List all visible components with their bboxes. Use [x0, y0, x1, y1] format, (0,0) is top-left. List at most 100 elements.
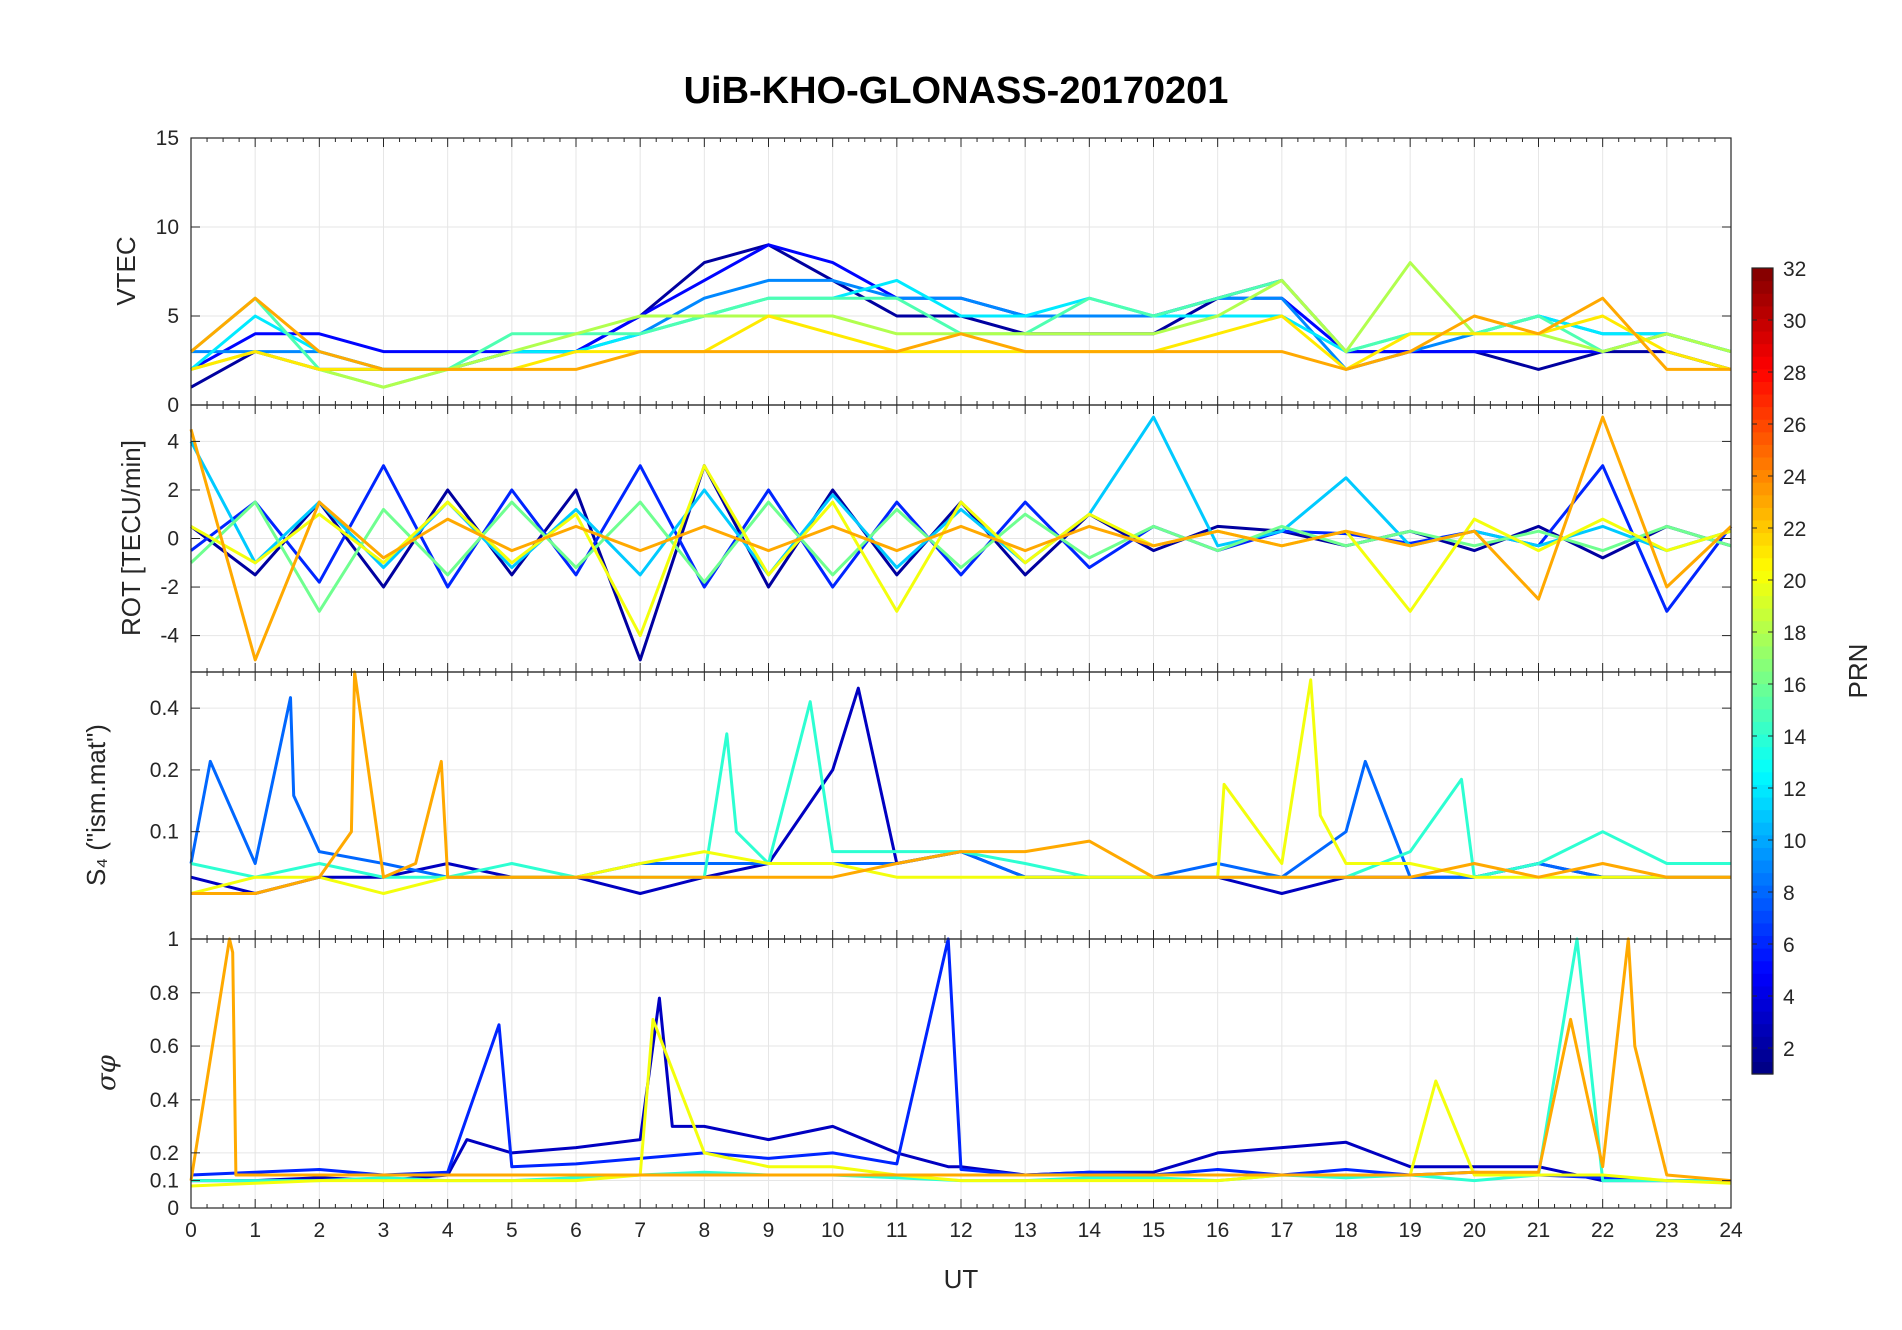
colorbar-tick-label: 24 [1783, 466, 1807, 489]
colorbar-band [1752, 771, 1773, 785]
colorbar-band [1752, 885, 1773, 899]
x-tick-label: 21 [1527, 1219, 1550, 1242]
panel-rot-ylabel: ROT [TECU/min] [116, 440, 146, 636]
colorbar-tick-label: 14 [1783, 726, 1807, 749]
colorbar-band [1752, 293, 1773, 307]
y-tick-label: 0.2 [150, 759, 179, 782]
x-tick-label: 5 [506, 1219, 518, 1242]
series-line-prn-16 [189, 500, 1732, 613]
colorbar-tick-label: 8 [1783, 882, 1795, 905]
colorbar-band [1752, 519, 1773, 534]
y-tick-label: -2 [160, 576, 179, 599]
colorbar-band [1752, 494, 1773, 508]
x-tick-label: 18 [1334, 1219, 1357, 1242]
panel-vtec-yticks: 0 5 10 15 [156, 127, 1731, 417]
colorbar-band [1752, 280, 1773, 294]
x-tick-label: 13 [1013, 1219, 1036, 1242]
y-tick-label: 10 [156, 216, 179, 239]
colorbar-band [1752, 444, 1773, 458]
colorbar-tick-label: 10 [1783, 830, 1806, 853]
panel-sigma-phi-series [189, 937, 1732, 1188]
x-tick-label: 24 [1719, 1219, 1743, 1242]
colorbar-band [1752, 393, 1773, 408]
colorbar-band [1752, 557, 1773, 571]
colorbar-band [1752, 545, 1773, 559]
colorbar-band [1752, 910, 1773, 924]
colorbar-tick-label: 22 [1783, 518, 1806, 541]
colorbar-band [1752, 733, 1773, 748]
x-tick-label: 9 [763, 1219, 775, 1242]
x-tick-label: 8 [698, 1219, 710, 1242]
panel-sigma-phi-yticks: 0 0.1 0.2 0.4 0.6 0.8 1 [150, 928, 1731, 1220]
x-tick-label: 23 [1655, 1219, 1678, 1242]
y-tick-label: 4 [167, 430, 179, 453]
panel-vtec-ylabel: VTEC [111, 236, 141, 305]
colorbar-band [1752, 620, 1773, 634]
panel-sigma-phi-frame [190, 938, 1732, 1209]
panel-s4-series [189, 670, 1731, 895]
y-tick-label: 0 [167, 394, 179, 417]
y-tick-label: 0.4 [150, 1089, 180, 1112]
series-line-prn-14 [190, 700, 1731, 879]
y-tick-label: -4 [160, 625, 179, 648]
y-tick-label: 1 [167, 928, 179, 951]
y-tick-label: 0 [167, 528, 179, 551]
y-tick-label: 0.6 [150, 1035, 179, 1058]
x-tick-label: 0 [185, 1219, 197, 1242]
x-tick-label: 2 [313, 1219, 325, 1242]
panel-rot-series [189, 415, 1733, 662]
y-tick-label: 0.8 [150, 982, 179, 1005]
colorbar-frame [1751, 267, 1774, 1075]
colorbar-band [1752, 431, 1773, 445]
panel-s4: 0.1 0.2 0.4 S₄ ("ism.mat") [81, 670, 1732, 940]
colorbar-tick-label: 12 [1783, 778, 1806, 801]
colorbar-band [1752, 960, 1773, 974]
y-tick-label: 15 [156, 127, 179, 150]
colorbar-tick-label: 6 [1783, 934, 1795, 957]
x-tick-label: 17 [1270, 1219, 1293, 1242]
colorbar-band [1752, 305, 1773, 319]
panel-vtec-series [190, 243, 1732, 389]
x-tick-label: 15 [1142, 1219, 1165, 1242]
colorbar-band [1752, 318, 1773, 332]
colorbar-band [1752, 1011, 1773, 1025]
series-line-prn-23 [190, 296, 1731, 371]
series-line-prn-23 [189, 937, 1732, 1183]
colorbar-band [1752, 872, 1773, 886]
colorbar-tick-label: 16 [1783, 674, 1806, 697]
colorbar-band [1752, 683, 1773, 697]
colorbar-band [1752, 985, 1773, 1000]
colorbar-band [1752, 1048, 1773, 1063]
x-tick-label: 19 [1398, 1219, 1421, 1242]
colorbar-band [1752, 671, 1773, 685]
panel-s4-ylabel: S₄ ("ism.mat") [81, 724, 111, 886]
colorbar-tick-label: 26 [1783, 414, 1806, 437]
colorbar-band [1752, 582, 1773, 597]
x-tick-label: 11 [886, 1219, 908, 1242]
colorbar-band [1752, 356, 1773, 370]
panel-vtec: 0 5 10 15 VTEC [111, 127, 1732, 417]
colorbar-band [1752, 922, 1773, 937]
colorbar-band [1752, 796, 1773, 811]
x-tick-label: 6 [570, 1219, 582, 1242]
colorbar-band [1752, 935, 1773, 949]
colorbar-band [1752, 746, 1773, 760]
colorbar-band [1752, 633, 1773, 647]
colorbar-band [1752, 1061, 1773, 1075]
series-line-prn-23 [191, 670, 1731, 895]
colorbar-band [1752, 721, 1773, 735]
colorbar-band [1752, 507, 1773, 521]
colorbar-band [1752, 645, 1773, 660]
colorbar-bands [1752, 268, 1773, 1075]
colorbar-tick-label: 18 [1783, 622, 1806, 645]
colorbar-band [1752, 570, 1773, 584]
colorbar-band [1752, 419, 1773, 433]
colorbar-band [1752, 809, 1773, 823]
series-line-prn-20 [190, 464, 1732, 638]
y-tick-label: 0.1 [150, 821, 179, 844]
series-line-prn-23 [189, 415, 1733, 662]
colorbar-band [1752, 847, 1773, 861]
